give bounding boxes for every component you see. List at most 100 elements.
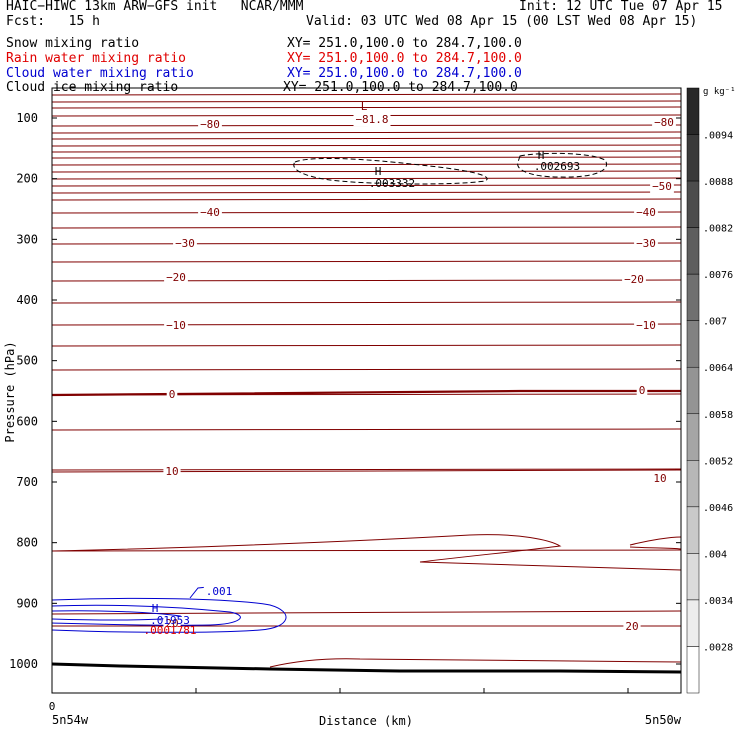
colorbar-swatch	[686, 599, 700, 647]
isotherm-line	[51, 93, 682, 96]
colorbar-label: .0088	[703, 177, 733, 188]
isotherm-line	[629, 546, 682, 550]
isotherm-label: −30	[175, 237, 195, 250]
isotherm-line	[51, 177, 682, 180]
colorbar-label: .0034	[703, 596, 733, 607]
isotherm-label: −80	[200, 118, 220, 131]
colorbar-label: .004	[703, 549, 727, 560]
colorbar-label: .0046	[703, 503, 733, 514]
isotherm-label-bg	[353, 113, 391, 126]
isotherm-line	[51, 131, 682, 134]
colorbar-swatch	[686, 460, 700, 508]
isotherm-label-bg	[622, 273, 646, 286]
x-start-label: 5n54w	[52, 713, 89, 727]
cloud-ice-contour	[517, 152, 607, 178]
plot-frame	[51, 87, 682, 694]
isotherm-label-bg	[198, 206, 222, 219]
y-tick-label: 400	[16, 293, 38, 307]
isotherm-label-bg	[173, 237, 197, 250]
y-tick-label: 200	[16, 172, 38, 186]
colorbar-swatch	[686, 646, 700, 694]
isotherm-label: −50	[652, 180, 672, 193]
isotherm-line	[51, 163, 682, 166]
field-rain-label: Rain water mixing ratio	[6, 51, 187, 66]
isotherm-line	[51, 144, 682, 147]
colorbar-swatch	[686, 87, 700, 135]
colorbar-swatch	[686, 553, 700, 601]
colorbar-label: .0064	[703, 363, 733, 374]
isotherm-label: −20	[624, 273, 644, 286]
isotherm-line	[51, 100, 682, 103]
isotherm-line	[51, 468, 682, 471]
isotherm-label-bg	[651, 472, 669, 485]
isotherm-line	[51, 549, 682, 552]
isotherm-label-bg	[164, 319, 188, 332]
isotherm-line	[51, 368, 682, 371]
colorbar-swatch	[686, 506, 700, 554]
isotherm-label: −10	[636, 319, 656, 332]
high-value-label: .003332	[369, 177, 415, 190]
isotherm-label: −40	[636, 206, 656, 219]
colorbar-label: .0058	[703, 410, 733, 421]
cloud-water-contour	[51, 604, 241, 626]
isotherm-line	[51, 106, 682, 109]
isotherm-line	[419, 561, 682, 571]
forecast-hour: Fcst: 15 h	[6, 14, 100, 29]
isotherm-line	[51, 428, 682, 431]
isotherm-label: 20	[165, 617, 178, 630]
colorbar-swatch	[686, 366, 700, 415]
colorbar-swatch	[686, 180, 700, 228]
isotherm-line	[629, 536, 682, 546]
colorbar-swatch	[686, 273, 700, 321]
isotherm-label: −10	[166, 319, 186, 332]
isotherm-line	[51, 226, 682, 229]
isotherm-label-bg	[634, 237, 658, 250]
isotherm-line	[269, 658, 682, 668]
low-marker: L	[361, 100, 368, 113]
field-rain-xy: XY= 251.0,100.0 to 284.7,100.0	[287, 51, 522, 66]
isotherm-label: −30	[636, 237, 656, 250]
model-title: HAIC−HIWC 13km ARW−GFS init NCAR/MMM	[6, 0, 304, 14]
high-marker: H	[538, 149, 545, 162]
x-axis-label: Distance (km)	[319, 714, 413, 728]
y-tick-label: 100	[16, 111, 38, 125]
field-cloudwater-label: Cloud water mixing ratio	[6, 66, 194, 81]
y-tick-label: 1000	[9, 657, 38, 671]
field-cloudwater-xy: XY= 251.0,100.0 to 284.7,100.0	[287, 66, 522, 81]
isotherm-line	[51, 323, 682, 326]
cloud-water-contour	[51, 597, 287, 633]
cloud-water-label: .001	[206, 585, 233, 598]
isotherm-label-bg	[623, 620, 641, 633]
isotherm-label: 10	[653, 472, 666, 485]
isotherm-label: −80	[654, 116, 674, 129]
isotherm-label-bg	[636, 384, 648, 397]
colorbar-unit: g kg⁻¹	[703, 87, 736, 97]
isotherm-line	[51, 150, 682, 153]
ground-surface-line	[51, 662, 682, 674]
high-marker: H	[152, 602, 159, 615]
colorbar-swatch	[686, 227, 700, 275]
isotherm-label-bg	[650, 180, 674, 193]
y-tick-label: 900	[16, 596, 38, 610]
colorbar-swatch	[686, 320, 700, 368]
colorbar-swatch	[686, 134, 700, 182]
high-value-label: .0001781	[144, 624, 197, 637]
isotherm-label-bg	[164, 271, 188, 284]
isotherm-line	[51, 198, 682, 201]
isotherm-line	[51, 211, 682, 214]
isotherm-label: 10	[165, 465, 178, 478]
valid-time: Valid: 03 UTC Wed 08 Apr 15 (00 LST Wed …	[306, 14, 698, 29]
isotherm-label: 0	[169, 388, 176, 401]
x-origin-label: 0	[49, 700, 56, 713]
x-end-label: 5n50w	[645, 713, 682, 727]
high-value-label: .002693	[534, 160, 580, 173]
isotherm-label-bg	[163, 465, 181, 478]
isotherm-label-bg	[166, 388, 178, 401]
isotherm-label-bg	[634, 206, 658, 219]
cloud-water-contour	[51, 610, 182, 621]
y-tick-label: 600	[16, 414, 38, 428]
isotherm-line	[51, 137, 682, 140]
isotherm-line	[51, 191, 682, 194]
isotherm-line	[51, 469, 682, 473]
